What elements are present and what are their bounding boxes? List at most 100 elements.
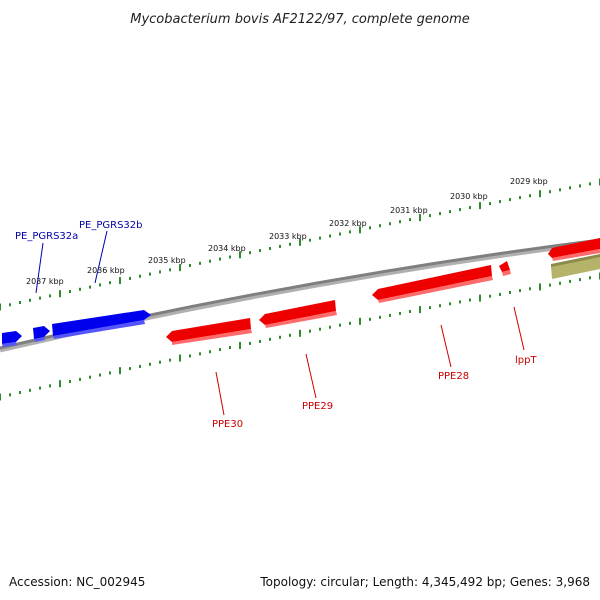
major-tick — [59, 290, 61, 298]
forward-gene-arrow — [33, 326, 50, 339]
footer-accession: Accession: NC_002945 — [9, 575, 145, 589]
gene-label-pe-pgrs32a[interactable]: PE_PGRS32a — [15, 231, 78, 242]
label-leader-pe-pgrs32b — [94, 230, 108, 284]
minor-tick — [499, 200, 501, 204]
label-leader-pe-pgrs32a — [35, 242, 44, 294]
major-tick — [119, 277, 121, 285]
forward-gene-1[interactable] — [2, 331, 22, 347]
minor-tick — [379, 224, 381, 228]
reverse-gene-arrow — [166, 318, 251, 342]
forward-gene-2[interactable] — [33, 326, 50, 342]
scale-label-2032: 2032 kbp — [329, 219, 367, 228]
minor-tick — [99, 283, 101, 287]
reverse-gene-ppe30[interactable] — [166, 318, 252, 345]
major-tick — [539, 190, 541, 198]
minor-tick — [559, 188, 561, 192]
map-title: Mycobacterium bovis AF2122/97, complete … — [130, 12, 469, 27]
reverse-gene-arrow — [548, 238, 600, 258]
minor-tick — [469, 298, 471, 302]
minor-tick — [189, 354, 191, 358]
minor-tick — [439, 212, 441, 216]
major-tick — [359, 226, 361, 234]
minor-tick — [29, 388, 31, 392]
minor-tick — [459, 208, 461, 212]
minor-tick — [229, 346, 231, 349]
minor-tick — [529, 287, 531, 291]
forward-gene-arrow — [2, 331, 22, 344]
minor-tick — [489, 202, 491, 206]
minor-tick — [209, 259, 211, 263]
minor-tick — [509, 198, 511, 202]
minor-tick — [129, 367, 131, 371]
minor-tick — [159, 360, 161, 364]
minor-tick — [79, 377, 81, 381]
minor-tick — [589, 182, 591, 186]
reverse-gene-arrow — [499, 261, 510, 272]
scale-label-2037: 2037 kbp — [26, 277, 64, 286]
minor-tick — [269, 337, 271, 341]
minor-tick — [559, 281, 561, 285]
minor-tick — [429, 306, 431, 310]
minor-tick — [259, 339, 261, 343]
major-tick — [0, 393, 1, 401]
scale-label-2034: 2034 kbp — [208, 244, 246, 253]
gene-label-ppe30[interactable]: PPE30 — [212, 419, 243, 430]
minor-tick — [429, 214, 431, 218]
major-tick — [239, 251, 241, 259]
minor-tick — [109, 371, 111, 375]
minor-tick — [509, 291, 511, 294]
minor-tick — [9, 393, 11, 397]
major-tick — [0, 303, 1, 311]
major-tick — [479, 294, 481, 302]
scale-label-2035: 2035 kbp — [148, 256, 186, 265]
forward-tick-ruler — [0, 178, 600, 311]
minor-tick — [139, 364, 141, 368]
scale-label-2030: 2030 kbp — [450, 192, 488, 201]
minor-tick — [209, 350, 211, 354]
other-feature-right-edge[interactable] — [551, 254, 600, 279]
minor-tick — [49, 384, 51, 388]
scale-label-2033: 2033 kbp — [269, 232, 307, 241]
minor-tick — [89, 375, 91, 379]
reverse-tick-ruler — [0, 272, 600, 401]
gene-label-ppe29[interactable]: PPE29 — [302, 401, 333, 412]
minor-tick — [39, 386, 41, 390]
major-tick — [419, 214, 421, 222]
minor-tick — [319, 236, 321, 240]
reverse-gene-ppe29[interactable] — [259, 300, 337, 328]
gene-label-ppe28[interactable]: PPE28 — [438, 371, 469, 382]
major-tick — [299, 329, 301, 337]
scale-label-2036: 2036 kbp — [87, 266, 125, 275]
minor-tick — [579, 184, 581, 188]
minor-tick — [499, 292, 501, 296]
minor-tick — [169, 268, 171, 272]
minor-tick — [219, 257, 221, 261]
major-tick — [239, 342, 241, 349]
minor-tick — [189, 264, 191, 267]
minor-tick — [219, 348, 221, 352]
reverse-gene-lppt[interactable] — [499, 261, 511, 276]
scale-label-2031: 2031 kbp — [390, 206, 428, 215]
minor-tick — [329, 325, 331, 329]
minor-tick — [149, 362, 151, 366]
minor-tick — [519, 289, 521, 293]
minor-tick — [459, 300, 461, 304]
reverse-gene-right-edge[interactable] — [548, 238, 600, 261]
reverse-gene-ppe28[interactable] — [372, 265, 493, 303]
minor-tick — [149, 272, 151, 276]
minor-tick — [279, 335, 281, 339]
major-tick — [539, 283, 541, 291]
gene-label-lppt[interactable]: lppT — [515, 355, 537, 366]
gene-label-pe-pgrs32b[interactable]: PE_PGRS32b — [79, 220, 143, 231]
scale-label-2029: 2029 kbp — [510, 177, 548, 186]
forward-gene-pe-pgrs32[interactable] — [52, 310, 151, 339]
major-tick — [359, 317, 361, 325]
minor-tick — [279, 244, 281, 248]
minor-tick — [139, 274, 141, 278]
minor-tick — [319, 327, 321, 331]
minor-tick — [289, 333, 291, 337]
minor-tick — [99, 373, 101, 377]
major-tick — [59, 380, 61, 388]
minor-tick — [369, 317, 371, 321]
